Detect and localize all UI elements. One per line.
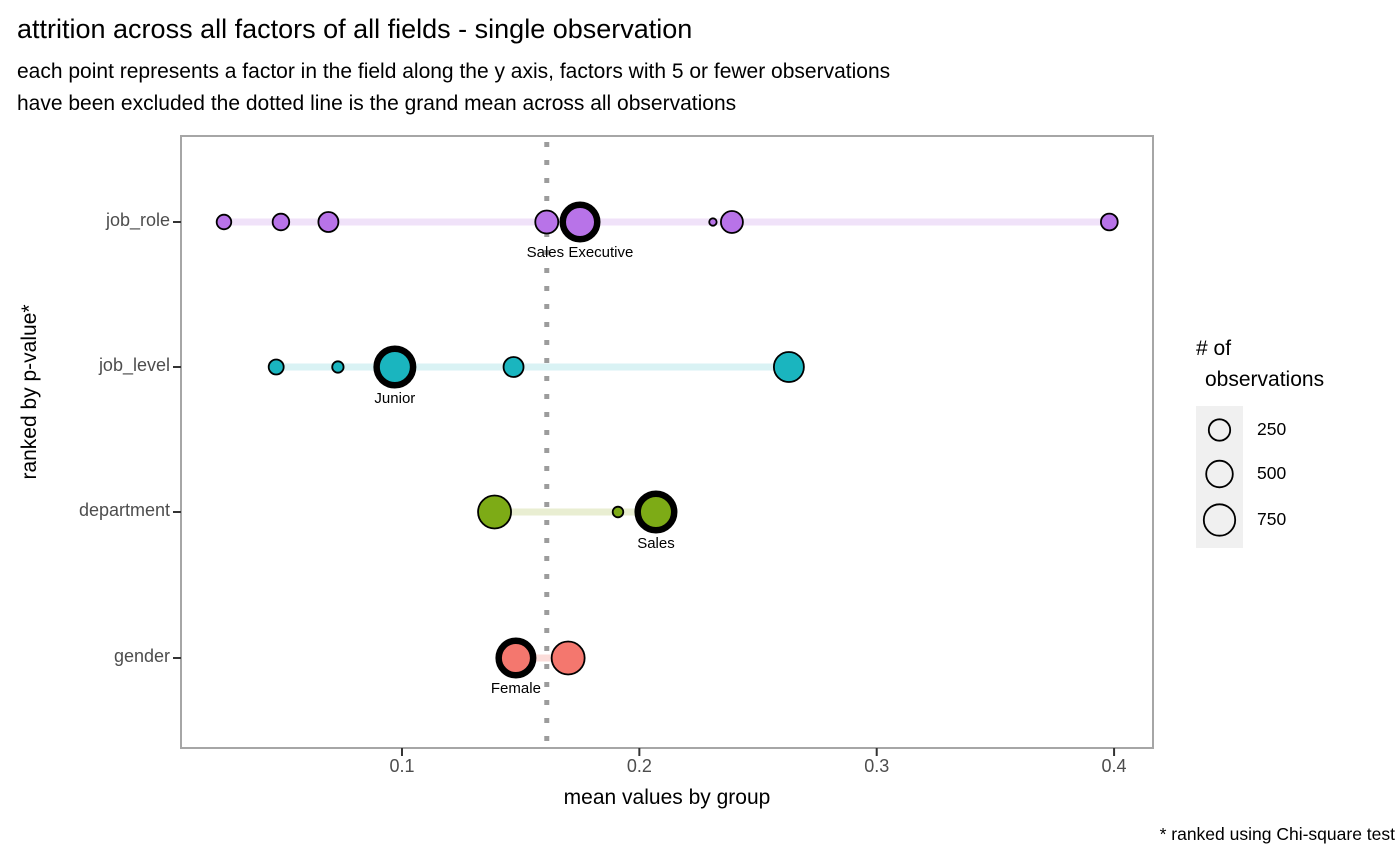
y-tick-label-gender: gender [113, 646, 170, 666]
data-point [331, 360, 345, 374]
data-point [317, 211, 340, 233]
legend-title-line2: observations [1205, 368, 1325, 391]
data-point-highlighted [373, 345, 417, 389]
point-label: Female [491, 680, 541, 697]
data-point [611, 505, 625, 519]
point-label: Junior [374, 390, 415, 407]
data-point [502, 356, 525, 378]
x-tick-label-0-1: 0.1 [389, 756, 415, 776]
y-tick-label-job-role: job_role [105, 210, 170, 230]
chart-subtitle-line1: each point represents a factor in the fi… [17, 60, 891, 83]
data-point-highlighted [495, 637, 537, 679]
point-label: Sales [637, 535, 675, 552]
data-point [271, 212, 291, 232]
legend-title-line1: # of [1196, 337, 1232, 360]
x-tick-label-0-2: 0.2 [626, 756, 652, 776]
y-axis-title: ranked by p-value* [18, 304, 41, 480]
point-label: Sales Executive [527, 244, 634, 261]
chart-title: attrition across all factors of all fiel… [17, 14, 693, 44]
data-point [550, 640, 586, 676]
data-point [534, 209, 560, 235]
data-point [1100, 212, 1119, 232]
x-axis-title: mean values by group [563, 786, 771, 809]
data-point [267, 358, 285, 376]
legend-label-250: 250 [1257, 419, 1287, 439]
x-tick-label-0-3: 0.3 [864, 756, 890, 776]
legend-label-500: 500 [1257, 463, 1287, 483]
x-tick-label-0-4: 0.4 [1101, 756, 1127, 776]
data-point [772, 351, 805, 383]
data-point [477, 494, 512, 530]
panel-border [180, 135, 1154, 749]
caption: * ranked using Chi-square test [1159, 824, 1395, 844]
data-point [720, 210, 744, 234]
y-tick-label-department: department [78, 500, 170, 520]
data-point-highlighted [634, 490, 678, 534]
chart-subtitle-line2: have been excluded the dotted line is th… [17, 92, 737, 115]
data-point-highlighted [559, 201, 601, 243]
data-point [215, 213, 233, 231]
data-point [708, 217, 718, 227]
y-tick-label-job-level: job_level [98, 355, 170, 375]
legend-label-750: 750 [1257, 509, 1287, 529]
legend-key-background [1196, 406, 1243, 548]
